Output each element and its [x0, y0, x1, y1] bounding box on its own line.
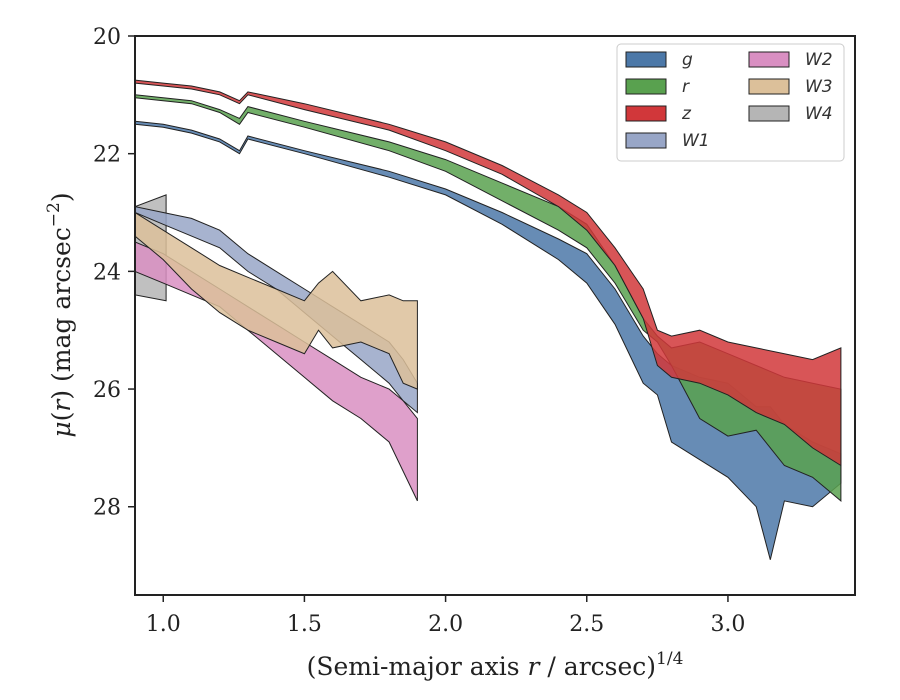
band-z: [135, 79, 842, 467]
data-bands: [135, 79, 842, 560]
y-tick-label: 20: [93, 25, 121, 50]
legend-swatch: [625, 51, 667, 68]
legend-swatch: [748, 105, 790, 122]
y-axis-label: μ(r) (mag arcsec−2): [44, 192, 76, 437]
legend-item-w3: W3: [748, 77, 833, 97]
x-tick-label: 2.5: [569, 612, 604, 637]
legend-swatch: [625, 78, 667, 95]
x-tick-label: 1.0: [146, 612, 181, 637]
plot-frame: [134, 35, 856, 596]
legend-label: r: [682, 77, 690, 97]
legend-swatch: [748, 51, 790, 68]
legend: grz W1 W2 W3 W4: [616, 43, 845, 162]
legend-item-w2: W2: [748, 50, 833, 70]
band-w3: [135, 211, 418, 390]
legend-label: W1: [682, 131, 710, 151]
legend-item-w1: W1: [625, 131, 710, 151]
legend-item-w4: W4: [748, 104, 833, 124]
y-tick-label: 26: [93, 378, 121, 403]
legend-label: W3: [805, 77, 833, 97]
legend-swatch: [748, 78, 790, 95]
legend-label: z: [681, 104, 692, 124]
legend-label: W2: [805, 50, 833, 70]
y-axis: 20 22 24 26 28: [93, 25, 135, 521]
legend-label: W4: [805, 104, 833, 124]
legend-item-z: z: [625, 104, 692, 124]
legend-item-g: g: [625, 50, 693, 70]
legend-label: g: [682, 50, 693, 70]
y-tick-label: 24: [93, 260, 121, 285]
legend-item-r: r: [625, 77, 690, 97]
y-tick-label: 22: [93, 143, 121, 168]
legend-swatch: [625, 105, 667, 122]
band-r: [135, 94, 842, 502]
legend-swatch: [625, 132, 667, 149]
x-axis: 1.0 1.5 2.0 2.5 3.0: [146, 595, 745, 637]
x-tick-label: 2.0: [428, 612, 463, 637]
y-tick-label: 28: [93, 496, 121, 521]
band-w1: [135, 206, 418, 414]
legend-box: [616, 43, 845, 162]
x-tick-label: 3.0: [710, 612, 745, 637]
x-tick-label: 1.5: [287, 612, 322, 637]
x-axis-label: (Semi-major axis r / arcsec)1/4: [307, 649, 684, 681]
